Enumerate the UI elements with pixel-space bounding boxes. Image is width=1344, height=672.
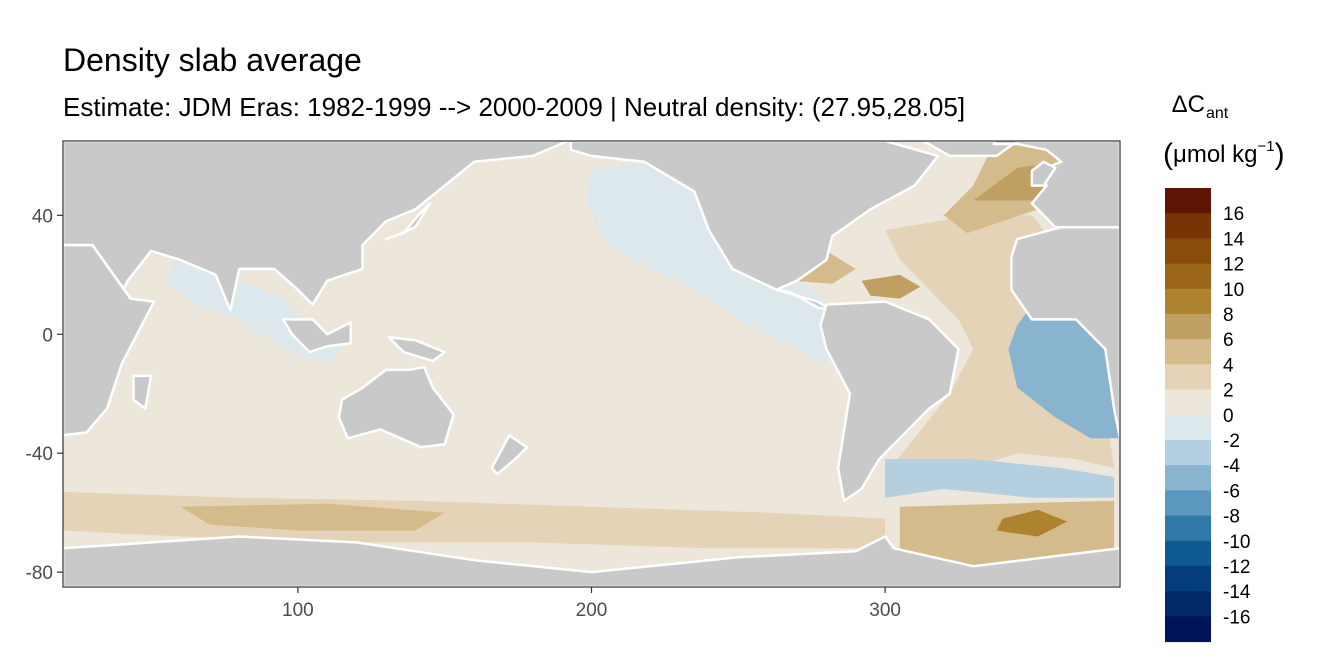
region-weddell-negative: [885, 459, 1115, 498]
region-east-atlantic-southern-band: [899, 500, 1115, 567]
legend-label-15: -14: [1223, 582, 1251, 603]
legend-unit-open: (: [1163, 138, 1173, 171]
legend-label-13: -10: [1223, 532, 1250, 553]
legend-label-6: 4: [1223, 355, 1234, 376]
legend-swatch-5: [1165, 314, 1211, 340]
legend-title-delta: ΔC: [1172, 91, 1205, 118]
y-tick-label-1: 0: [42, 325, 53, 346]
map-panel: [63, 141, 1120, 587]
legend-label-12: -8: [1223, 507, 1240, 528]
legend-swatch-15: [1165, 566, 1211, 592]
legend-swatch-16: [1165, 591, 1211, 617]
legend-title-main: ΔC: [1172, 91, 1205, 118]
legend-swatch-0: [1165, 188, 1211, 214]
legend-label-10: -4: [1223, 456, 1240, 477]
y-tick-label-2: -40: [26, 444, 53, 465]
legend-title-unit: (μmol kg−1): [1163, 138, 1285, 171]
land-masses: [63, 141, 1120, 587]
x-tick-label-2: 300: [869, 600, 901, 621]
legend-unit-exp: −1: [1258, 138, 1275, 155]
legend-label-3: 10: [1223, 280, 1244, 301]
legend-swatch-11: [1165, 465, 1211, 491]
region-southern-ocean-core: [180, 503, 445, 531]
region-east-atlantic-southern-core: [996, 509, 1068, 537]
legend-swatch-4: [1165, 288, 1211, 315]
legend: ΔC ant (μmol kg−1) 16 14 12 10 8 6 4 2 0 -2 -4 -6 -8…: [1163, 91, 1285, 643]
legend-label-5: 6: [1223, 330, 1234, 351]
legend-unit-text: μmol kg: [1173, 141, 1258, 168]
legend-swatch-8: [1165, 389, 1211, 416]
x-tick-label-1: 200: [576, 600, 608, 621]
legend-label-7: 2: [1223, 381, 1234, 402]
y-tick-label-0: 40: [32, 206, 53, 227]
legend-label-2: 12: [1223, 255, 1244, 276]
land-antarctica: [63, 535, 1120, 587]
legend-swatch-2: [1165, 238, 1211, 265]
legend-bins: 16 14 12 10 8 6 4 2 0 -2 -4 -6 -8 -10 -12 -14 -16: [1165, 188, 1251, 643]
legend-unit-close: ): [1275, 138, 1285, 171]
legend-label-8: 0: [1223, 406, 1234, 427]
legend-label-16: -16: [1223, 607, 1250, 628]
land-uk: [1030, 160, 1057, 187]
legend-swatch-12: [1165, 490, 1211, 517]
legend-label-11: -6: [1223, 481, 1240, 502]
land-north-america: [569, 141, 940, 291]
legend-swatch-10: [1165, 440, 1211, 466]
legend-label-14: -12: [1223, 557, 1250, 578]
y-tick-label-3: -80: [26, 563, 53, 584]
land-japan: [384, 202, 432, 241]
chart-subtitle: Estimate: JDM Eras: 1982-1999 --> 2000-2…: [63, 92, 966, 122]
legend-label-9: -2: [1223, 431, 1240, 452]
legend-swatch-13: [1165, 515, 1211, 542]
land-africa-east: [63, 243, 156, 437]
legend-swatch-6: [1165, 339, 1211, 365]
legend-swatch-9: [1165, 414, 1211, 441]
region-caribbean: [861, 274, 921, 299]
legend-label-0: 16: [1223, 204, 1244, 225]
land-iceland: [992, 141, 1019, 146]
land-madagascar: [132, 374, 153, 410]
x-axis: 100 200 300: [282, 587, 901, 621]
chart-title: Density slab average: [63, 42, 362, 78]
x-tick-label-0: 100: [282, 600, 314, 621]
legend-swatch-3: [1165, 263, 1211, 290]
legend-swatch-7: [1165, 364, 1211, 391]
land-new-zealand: [490, 434, 529, 476]
land-borneo-sumatra: [281, 318, 352, 354]
legend-swatch-1: [1165, 213, 1211, 239]
land-south-america: [819, 300, 960, 503]
legend-title-sub: ant: [1206, 105, 1229, 122]
land-europe: [1001, 141, 1120, 229]
land-new-guinea: [387, 335, 446, 363]
legend-label-4: 8: [1223, 305, 1234, 326]
y-axis: 40 0 -40 -80: [26, 206, 63, 584]
region-equatorial-east-atlantic-ring: [1008, 310, 1120, 439]
legend-label-1: 14: [1223, 229, 1245, 250]
legend-swatch-17: [1165, 616, 1211, 643]
legend-swatch-14: [1165, 540, 1211, 567]
land-australia: [337, 365, 455, 449]
